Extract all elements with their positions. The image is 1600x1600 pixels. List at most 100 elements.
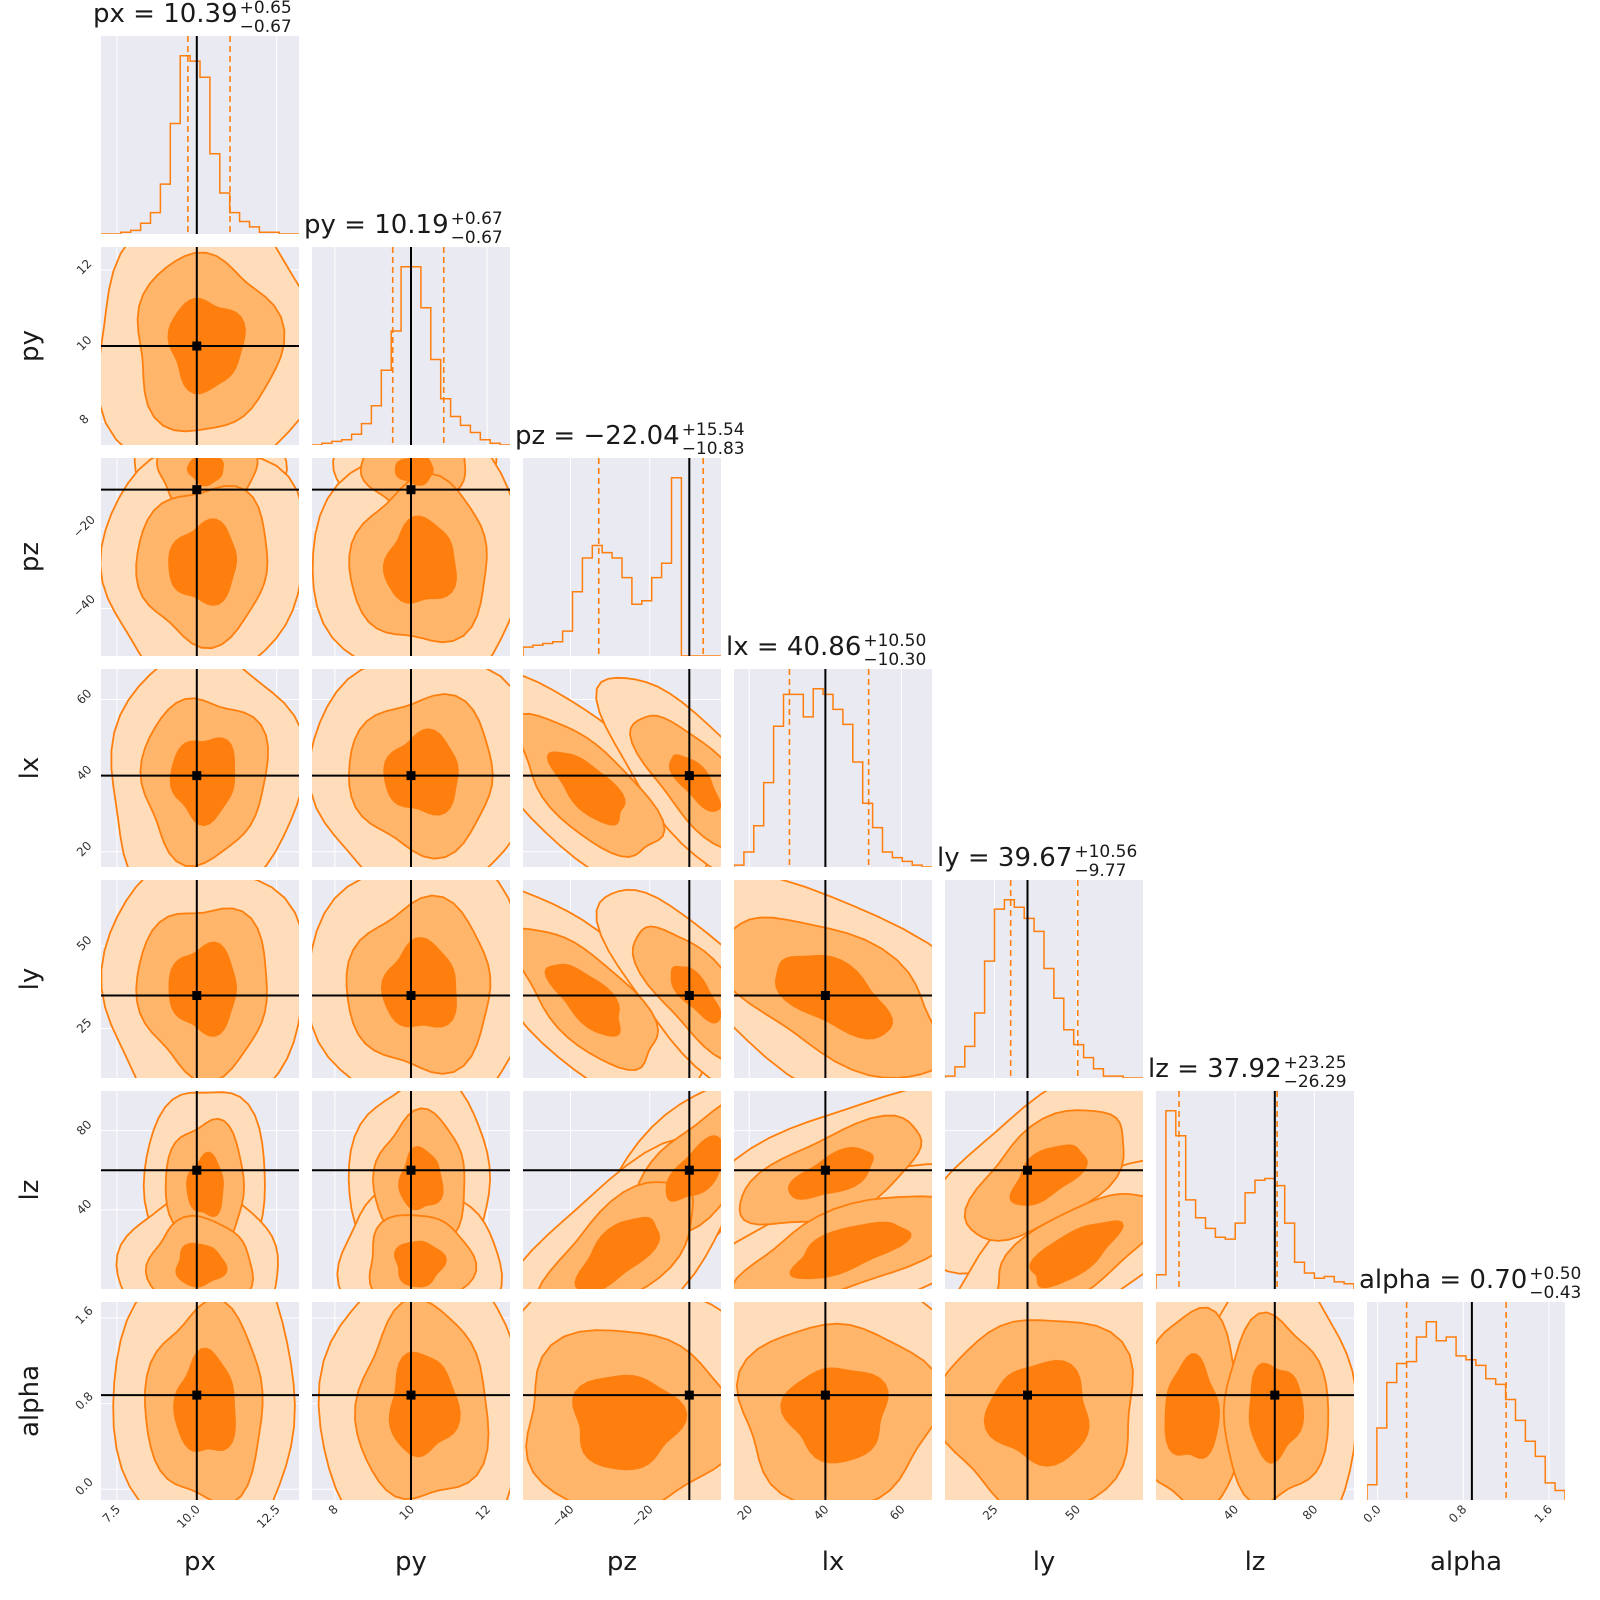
histogram-alpha xyxy=(1367,1321,1565,1500)
contour-level-3 xyxy=(173,1347,236,1452)
y-tick-label: 25 xyxy=(74,1015,95,1036)
y-tick-label: −20 xyxy=(70,513,98,541)
x-tick-label: 50 xyxy=(1062,1502,1083,1523)
title-plus-error: +23.25 xyxy=(1284,1053,1347,1073)
panel-lx-vs-py xyxy=(312,669,510,867)
x-tick-label: 10 xyxy=(396,1502,417,1523)
x-tick-label: 20 xyxy=(735,1502,756,1523)
panel-background xyxy=(1367,1302,1565,1500)
panel-alpha-vs-ly: 25 50 xyxy=(945,1302,1143,1523)
y-axis-label-lx: lx xyxy=(15,757,45,780)
panel-alpha-vs-lz: 40 80 xyxy=(1156,1302,1354,1523)
contour-level-3 xyxy=(394,458,434,486)
y-axis-label-lz: lz xyxy=(15,1180,45,1201)
panel-lz-vs-py xyxy=(312,1091,510,1289)
panel-alpha-vs-px: 0.0 0.8 1.6 7.5 10.0 12.5 xyxy=(72,1302,299,1531)
y-tick-label: 10 xyxy=(74,333,95,354)
truth-marker xyxy=(820,991,830,1000)
x-tick-label: 25 xyxy=(980,1502,1001,1523)
title-minus-error: −26.29 xyxy=(1284,1072,1347,1092)
x-tick-label: 12.5 xyxy=(254,1502,283,1531)
x-axis-label-lx: lx xyxy=(822,1547,845,1577)
panel-alpha-vs-alpha: alpha = 0.70 +0.50−0.43 0.0 0.8 1.6 xyxy=(1359,1264,1581,1526)
histogram-lx xyxy=(734,688,932,867)
panel-ly-vs-lx xyxy=(734,880,932,1078)
title-minus-error: −9.77 xyxy=(1074,861,1126,881)
title-ly: ly = 39.67 xyxy=(937,843,1072,873)
truth-marker xyxy=(192,1165,202,1175)
title-pz: pz = −22.04 xyxy=(515,421,680,451)
truth-marker xyxy=(684,991,694,1000)
truth-marker xyxy=(192,991,202,1000)
contour-level-3 xyxy=(574,1216,661,1289)
title-plus-error: +10.56 xyxy=(1074,842,1137,862)
y-axis-label-ly: ly xyxy=(15,968,45,991)
y-tick-label: 60 xyxy=(74,686,95,707)
panel-lz-vs-lz: lz = 37.92 +23.25−26.29 xyxy=(1148,1053,1354,1289)
contour-level-3 xyxy=(1009,1144,1088,1206)
title-plus-error: +0.67 xyxy=(451,209,503,229)
contour-level-3 xyxy=(383,728,459,816)
truth-marker xyxy=(1023,1165,1032,1175)
panel-background xyxy=(523,458,721,656)
title-lz: lz = 37.92 xyxy=(1148,1054,1282,1084)
panel-px-vs-px: px = 10.39 +0.65−0.67 xyxy=(93,0,299,234)
contour-level-3 xyxy=(983,1359,1090,1467)
title-plus-error: +10.50 xyxy=(863,631,926,651)
title-plus-error: +15.54 xyxy=(682,420,745,440)
panel-lx-vs-lx: lx = 40.86 +10.50−10.30 xyxy=(726,631,932,867)
y-tick-label: 8 xyxy=(77,412,92,427)
y-tick-label: 1.6 xyxy=(72,1304,95,1327)
panel-ly-vs-py xyxy=(312,880,510,1078)
contour-level-3 xyxy=(398,1146,444,1211)
panel-lz-vs-ly xyxy=(945,1091,1143,1289)
truth-marker xyxy=(684,1165,694,1175)
histogram-ly xyxy=(945,899,1143,1078)
x-tick-label: 7.5 xyxy=(100,1502,123,1525)
y-tick-label: 12 xyxy=(74,257,95,278)
x-tick-label: 80 xyxy=(1300,1502,1321,1523)
x-tick-label: 8 xyxy=(326,1502,341,1517)
panel-lz-vs-px: 40 80 xyxy=(74,1091,299,1289)
truth-marker xyxy=(820,1390,830,1400)
x-axis-label-px: px xyxy=(184,1547,216,1577)
truth-marker xyxy=(192,485,202,495)
y-tick-label: 0.8 xyxy=(72,1389,95,1412)
contour-level-3 xyxy=(668,754,721,812)
x-tick-label: 60 xyxy=(887,1502,908,1523)
y-tick-label: 40 xyxy=(74,762,95,783)
contour-level-3 xyxy=(1029,1220,1124,1289)
histogram-pz xyxy=(523,477,721,656)
panel-alpha-vs-py: 8 10 12 xyxy=(312,1302,510,1523)
truth-marker xyxy=(684,1390,694,1400)
y-axis-label-pz: pz xyxy=(15,542,45,572)
y-tick-label: 40 xyxy=(74,1197,95,1218)
contour-level-3 xyxy=(1248,1362,1305,1464)
title-minus-error: −0.43 xyxy=(1529,1283,1581,1303)
x-axis-label-lz: lz xyxy=(1245,1547,1266,1577)
x-axis-label-pz: pz xyxy=(607,1547,637,1577)
title-plus-error: +0.50 xyxy=(1529,1264,1581,1284)
contour-level-3 xyxy=(382,515,457,604)
panel-ly-vs-pz xyxy=(523,880,721,1078)
panel-alpha-vs-lx: 20 40 60 xyxy=(734,1302,932,1523)
y-tick-label: 0.0 xyxy=(72,1475,95,1498)
panel-lx-vs-pz xyxy=(523,669,721,867)
contour-level-3 xyxy=(388,1351,461,1458)
contour-level-3 xyxy=(774,954,894,1040)
y-tick-label: 80 xyxy=(74,1117,95,1138)
truth-marker xyxy=(406,1165,416,1175)
truth-marker xyxy=(192,771,202,781)
title-minus-error: −10.83 xyxy=(682,439,745,459)
y-axis-label-py: py xyxy=(15,330,45,362)
histogram-lz xyxy=(1156,1110,1354,1289)
contour-level-3 xyxy=(546,751,626,826)
truth-marker xyxy=(684,771,694,781)
x-tick-label: 10.0 xyxy=(174,1502,203,1531)
x-tick-label: 1.6 xyxy=(1532,1502,1555,1525)
y-tick-label: 20 xyxy=(74,839,95,860)
x-axis-label-ly: ly xyxy=(1033,1547,1056,1577)
x-tick-label: −40 xyxy=(549,1502,577,1530)
title-px: px = 10.39 xyxy=(93,0,238,29)
